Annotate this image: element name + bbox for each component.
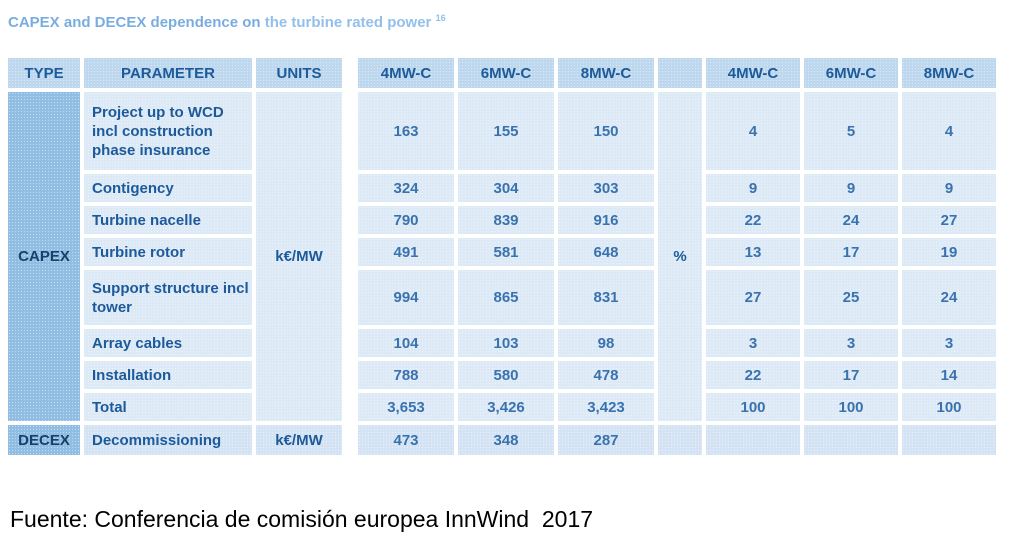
value-cell: 303	[558, 174, 654, 202]
percent-cell: 3	[804, 329, 898, 357]
value-cell: 304	[458, 174, 554, 202]
value-cell: 491	[358, 238, 454, 266]
value-cell: 790	[358, 206, 454, 234]
header-row: TYPE PARAMETER UNITS 4MW-C 6MW-C 8MW-C 4…	[8, 58, 996, 88]
spacer-column	[346, 58, 354, 455]
value-cell: 473	[358, 425, 454, 455]
percent-cell: 19	[902, 238, 996, 266]
parameter-cell: Installation	[84, 361, 252, 389]
parameter-cell: Array cables	[84, 329, 252, 357]
value-cell: 104	[358, 329, 454, 357]
percent-cell: 100	[706, 393, 800, 421]
value-cell: 324	[358, 174, 454, 202]
value-cell: 580	[458, 361, 554, 389]
value-cell: 788	[358, 361, 454, 389]
source-citation: Fuente: Conferencia de comisión europea …	[10, 506, 594, 532]
header-pct-4mw: 4MW-C	[706, 58, 800, 88]
percent-cell: 3	[706, 329, 800, 357]
parameter-cell: Turbine rotor	[84, 238, 252, 266]
value-cell: 478	[558, 361, 654, 389]
header-parameter: PARAMETER	[84, 58, 252, 88]
header-pct-6mw: 6MW-C	[804, 58, 898, 88]
value-cell: 648	[558, 238, 654, 266]
value-cell: 3,423	[558, 393, 654, 421]
header-abs-4mw: 4MW-C	[358, 58, 454, 88]
slide: CAPEX and DECEX dependence on the turbin…	[0, 9, 1024, 545]
capex-decex-table: TYPE PARAMETER UNITS 4MW-C 6MW-C 8MW-C 4…	[4, 54, 1000, 459]
page-title: CAPEX and DECEX dependence on the turbin…	[8, 9, 1024, 32]
capex-row: Turbine rotor 491 581 648 13 17 19	[8, 238, 996, 266]
title-secondary: the turbine rated power	[260, 14, 436, 31]
capex-row: Installation 788 580 478 22 17 14	[8, 361, 996, 389]
percent-cell-empty	[706, 425, 800, 455]
header-type: TYPE	[8, 58, 80, 88]
percent-cell-empty	[902, 425, 996, 455]
decex-row: DECEX Decommissioning k€/MW 473 348 287	[8, 425, 996, 455]
value-cell: 994	[358, 270, 454, 325]
percent-cell: 3	[902, 329, 996, 357]
header-abs-6mw: 6MW-C	[458, 58, 554, 88]
type-cell-decex: DECEX	[8, 425, 80, 455]
percent-cell-empty	[804, 425, 898, 455]
parameter-cell: Project up to WCD incl construction phas…	[84, 92, 252, 170]
percent-cell: 9	[706, 174, 800, 202]
percent-cell: 4	[902, 92, 996, 170]
value-cell: 163	[358, 92, 454, 170]
value-cell: 3,653	[358, 393, 454, 421]
capex-row: Turbine nacelle 790 839 916 22 24 27	[8, 206, 996, 234]
value-cell: 839	[458, 206, 554, 234]
value-cell: 3,426	[458, 393, 554, 421]
percent-cell: 4	[706, 92, 800, 170]
value-cell: 155	[458, 92, 554, 170]
header-units: UNITS	[256, 58, 342, 88]
percent-cell: 17	[804, 238, 898, 266]
parameter-cell: Decommissioning	[84, 425, 252, 455]
units-cell-decex: k€/MW	[256, 425, 342, 455]
percent-cell: 17	[804, 361, 898, 389]
percent-cell: 5	[804, 92, 898, 170]
value-cell: 831	[558, 270, 654, 325]
value-cell: 103	[458, 329, 554, 357]
percent-cell: 22	[706, 206, 800, 234]
percent-cell: 14	[902, 361, 996, 389]
parameter-cell: Contigency	[84, 174, 252, 202]
percent-cell: 27	[706, 270, 800, 325]
percent-cell: 24	[804, 206, 898, 234]
percent-cell: 24	[902, 270, 996, 325]
header-separator	[658, 58, 702, 88]
parameter-cell: Total	[84, 393, 252, 421]
percent-symbol-cell-empty	[658, 425, 702, 455]
percent-cell: 100	[804, 393, 898, 421]
capex-total-row: Total 3,653 3,426 3,423 100 100 100	[8, 393, 996, 421]
capex-row: Contigency 324 304 303 9 9 9	[8, 174, 996, 202]
type-cell-capex: CAPEX	[8, 92, 80, 421]
title-footnote-ref: 16	[435, 13, 446, 23]
value-cell: 287	[558, 425, 654, 455]
capex-row: Array cables 104 103 98 3 3 3	[8, 329, 996, 357]
value-cell: 98	[558, 329, 654, 357]
header-abs-8mw: 8MW-C	[558, 58, 654, 88]
percent-symbol-cell: %	[658, 92, 702, 421]
parameter-cell: Turbine nacelle	[84, 206, 252, 234]
percent-cell: 22	[706, 361, 800, 389]
value-cell: 865	[458, 270, 554, 325]
percent-cell: 100	[902, 393, 996, 421]
percent-cell: 9	[804, 174, 898, 202]
capex-row: Support structure incl tower 994 865 831…	[8, 270, 996, 325]
percent-cell: 13	[706, 238, 800, 266]
value-cell: 150	[558, 92, 654, 170]
percent-cell: 9	[902, 174, 996, 202]
parameter-cell: Support structure incl tower	[84, 270, 252, 325]
header-pct-8mw: 8MW-C	[902, 58, 996, 88]
value-cell: 581	[458, 238, 554, 266]
capex-row: CAPEX Project up to WCD incl constructio…	[8, 92, 996, 421]
units-cell-capex: k€/MW	[256, 92, 342, 421]
value-cell: 916	[558, 206, 654, 234]
title-main: CAPEX and DECEX dependence on	[8, 14, 261, 31]
percent-cell: 27	[902, 206, 996, 234]
value-cell: 348	[458, 425, 554, 455]
percent-cell: 25	[804, 270, 898, 325]
